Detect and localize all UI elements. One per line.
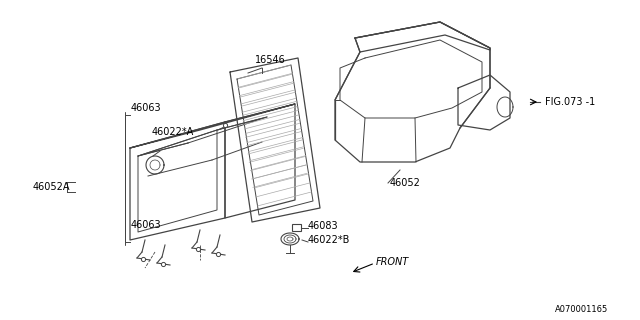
Text: 46052A: 46052A [33,182,70,192]
Text: 46083: 46083 [308,221,339,231]
Text: 46022*B: 46022*B [308,235,350,245]
Text: 46052: 46052 [390,178,421,188]
Text: 46063: 46063 [131,220,162,230]
Text: FIG.073 -1: FIG.073 -1 [545,97,595,107]
Text: 46022*A: 46022*A [152,127,195,137]
Text: 46063: 46063 [131,103,162,113]
Text: A070001165: A070001165 [555,306,608,315]
Text: FRONT: FRONT [376,257,409,267]
Bar [292,224,301,231]
Text: 16546: 16546 [255,55,285,65]
